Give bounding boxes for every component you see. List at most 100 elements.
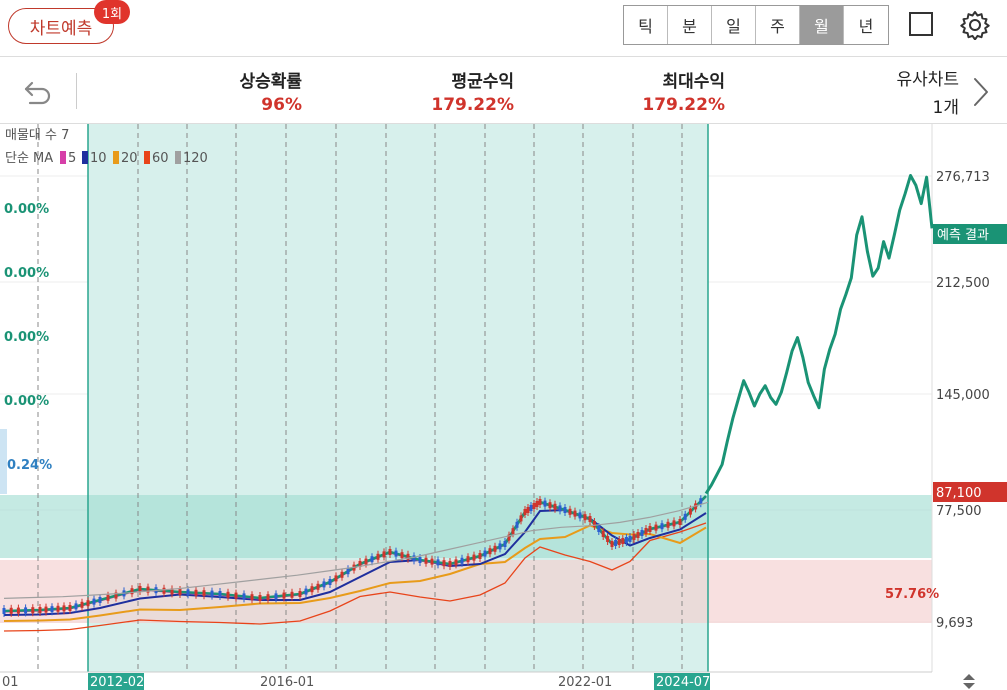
candle-body (202, 590, 206, 597)
candle-body (310, 586, 314, 593)
candle-body (80, 601, 84, 608)
candle-body (503, 541, 507, 547)
candle-body (340, 571, 344, 578)
candle-body (523, 509, 527, 515)
x-tick-highlight-bg (88, 673, 144, 690)
candle-body (614, 540, 618, 546)
indicator-legend: 매물대 수 7 단순 MA 5 10 20 60 120 (5, 128, 208, 166)
candle-body (621, 538, 625, 544)
current-price-tag (933, 482, 1007, 502)
volume-profile-percent: 57.76% (885, 587, 939, 602)
divider (76, 73, 77, 109)
x-tick-label: 2024-07 (656, 675, 710, 690)
candle-body (644, 528, 648, 534)
price-chart[interactable]: 276,713 212,500 145,000 77,500 9,693 01 2012-… (0, 124, 1007, 690)
volume-profile-zone-major-top (0, 495, 932, 558)
candle-body (678, 519, 682, 525)
candle-body (86, 600, 90, 607)
candle-body (358, 561, 362, 567)
candle-body (406, 553, 410, 560)
square-icon[interactable] (909, 12, 933, 36)
scroll-arrows-icon[interactable] (963, 674, 975, 689)
candle-body (543, 500, 547, 507)
candle-body (266, 594, 270, 601)
similar-charts-value: 1개 (932, 98, 959, 118)
candle-body (563, 507, 567, 513)
candle-body (38, 607, 42, 613)
forecast-result-tag (933, 224, 1007, 244)
candle-body (50, 606, 54, 613)
period-tab-2[interactable]: 일 (712, 6, 756, 44)
max-return-value: 179.22% (642, 95, 725, 115)
candle-body (548, 502, 552, 509)
similar-charts-stat[interactable]: 유사차트 1개 (896, 65, 959, 118)
candle-body (44, 606, 48, 613)
candle-body (511, 528, 515, 535)
period-tab-1[interactable]: 분 (668, 6, 712, 44)
candle-body (178, 589, 182, 595)
ma-legend-period: 120 (183, 151, 208, 166)
period-tab-5[interactable]: 년 (844, 6, 888, 44)
period-tab-0[interactable]: 틱 (624, 6, 668, 44)
candle-body (298, 591, 302, 597)
candle-body (242, 593, 246, 600)
undo-icon[interactable] (22, 75, 54, 107)
candle-body (660, 523, 664, 530)
candle-body (640, 530, 644, 536)
candle-body (632, 534, 636, 540)
candle-body (592, 521, 596, 527)
candle-body (568, 508, 572, 515)
candle-body (460, 557, 464, 564)
x-tick-highlight-bg (654, 673, 710, 690)
average-return-value: 179.22% (431, 95, 514, 115)
x-tick-label: 2022-01 (558, 675, 612, 690)
y-axis-ticks: 276,713 212,500 145,000 77,500 9,693 (936, 170, 990, 631)
candle-body (226, 591, 230, 598)
average-return-label: 평균수익 (451, 72, 514, 92)
rise-probability-label: 상승확률 (239, 72, 302, 92)
candle-body (16, 607, 20, 614)
candle-body (558, 505, 562, 512)
gear-icon[interactable] (960, 10, 990, 40)
candle-body (424, 557, 428, 564)
y-tick-label: 212,500 (936, 276, 990, 291)
candle-body (532, 503, 536, 509)
period-tab-3[interactable]: 주 (756, 6, 800, 44)
candle-body (624, 537, 628, 543)
candle-body (601, 531, 605, 537)
candle-body (454, 559, 458, 566)
ma-legend-swatch (175, 151, 181, 164)
ma-legend-swatch (113, 151, 119, 164)
series-lines (3, 174, 934, 599)
y-tick-label: 276,713 (936, 170, 990, 185)
candle-body (146, 586, 150, 593)
candle-body (666, 521, 670, 528)
candle-body (538, 499, 542, 505)
chevron-right-icon[interactable] (970, 75, 992, 109)
rise-probability-stat: 상승확률 96% (239, 67, 302, 115)
candle-body (498, 543, 502, 550)
candle-body (573, 510, 577, 517)
candle-body (578, 512, 582, 519)
period-tab-4[interactable]: 월 (800, 6, 844, 44)
candle-body (448, 561, 452, 567)
candle-body (138, 586, 142, 592)
candle-body (483, 550, 487, 557)
ma-legend-swatch (144, 151, 150, 164)
candle-body (683, 513, 687, 520)
candle-body (98, 597, 102, 603)
candle-body (186, 589, 190, 596)
candle-body (535, 501, 539, 507)
x-axis-ticks: 01 2012-02 2016-01 2022-01 2024-07 (2, 673, 710, 690)
candle-body (400, 552, 404, 559)
candle-body (68, 605, 72, 611)
candle-body (376, 553, 380, 560)
candle-body (370, 556, 374, 563)
candle-body (24, 607, 28, 614)
candle-body (258, 595, 262, 601)
series-line-long-term (3, 501, 709, 599)
y-tick-label: 9,693 (936, 616, 973, 631)
candle-body (688, 508, 692, 515)
candle-body (62, 605, 66, 612)
